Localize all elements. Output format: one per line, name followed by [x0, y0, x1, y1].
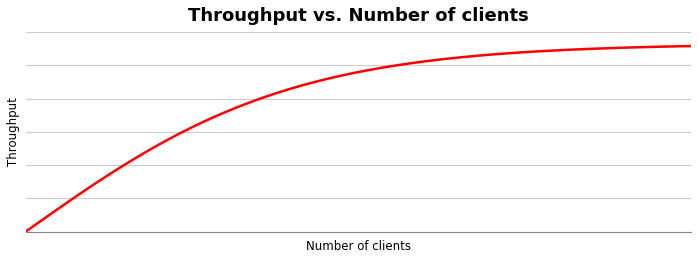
X-axis label: Number of clients: Number of clients	[306, 240, 411, 253]
Title: Throughput vs. Number of clients: Throughput vs. Number of clients	[188, 7, 528, 25]
Y-axis label: Throughput: Throughput	[7, 98, 20, 166]
